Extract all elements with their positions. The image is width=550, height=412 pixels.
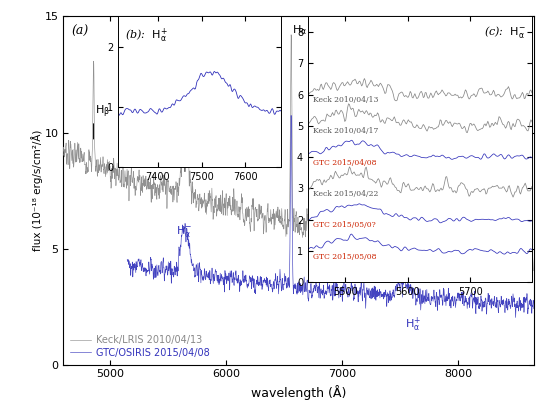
- Legend: Keck/LRIS 2010/04/13, GTC/OSIRIS 2015/04/08: Keck/LRIS 2010/04/13, GTC/OSIRIS 2015/04…: [68, 333, 212, 360]
- Text: (b):  $\rm H_{\alpha}^{+}$: (b): $\rm H_{\alpha}^{+}$: [125, 27, 167, 45]
- Text: $\rm H_{\beta}$: $\rm H_{\beta}$: [95, 103, 109, 120]
- Keck/LRIS 2010/04/13: [500, 255, 507, 260]
- GTC/OSIRIS 2015/04/08: [499, 302, 506, 307]
- Text: Keck 2015/04/22: Keck 2015/04/22: [313, 190, 378, 198]
- Keck/LRIS 2010/04/13: [524, 274, 531, 279]
- Text: (a): (a): [72, 25, 89, 38]
- Text: (c):  $\rm H_{\alpha}^{-}$: (c): $\rm H_{\alpha}^{-}$: [484, 24, 526, 40]
- Line: Keck/LRIS 2010/04/13: Keck/LRIS 2010/04/13: [62, 35, 535, 277]
- Text: GTC 2015/05/08: GTC 2015/05/08: [313, 253, 377, 260]
- Keck/LRIS 2010/04/13: [288, 32, 294, 37]
- Keck/LRIS 2010/04/13: [332, 219, 338, 224]
- Text: $\rm H_{\alpha}$: $\rm H_{\alpha}$: [292, 23, 307, 37]
- GTC/OSIRIS 2015/04/08: [531, 301, 538, 306]
- GTC/OSIRIS 2015/04/08: [376, 290, 382, 295]
- Keck/LRIS 2010/04/13: [59, 135, 65, 140]
- Text: $\rm H_{\alpha}^{-}$: $\rm H_{\alpha}^{-}$: [186, 133, 202, 147]
- Keck/LRIS 2010/04/13: [376, 243, 382, 248]
- Y-axis label: flux (10⁻¹⁸ erg/s/cm²/Å): flux (10⁻¹⁸ erg/s/cm²/Å): [31, 130, 43, 251]
- Text: Keck 2010/04/13: Keck 2010/04/13: [313, 96, 378, 104]
- Line: GTC/OSIRIS 2015/04/08: GTC/OSIRIS 2015/04/08: [127, 115, 535, 318]
- Text: Keck 2010/04/17: Keck 2010/04/17: [313, 127, 378, 136]
- GTC/OSIRIS 2015/04/08: [331, 287, 338, 292]
- Text: $\rm H_{\alpha}^{-}$: $\rm H_{\alpha}^{-}$: [176, 224, 192, 239]
- Text: GTC 2015/04/08: GTC 2015/04/08: [313, 159, 377, 167]
- Text: $\rm H_{\alpha}^{+}$: $\rm H_{\alpha}^{+}$: [405, 316, 421, 335]
- Keck/LRIS 2010/04/13: [89, 150, 96, 155]
- GTC/OSIRIS 2015/04/08: [516, 304, 523, 309]
- Keck/LRIS 2010/04/13: [516, 251, 523, 256]
- Keck/LRIS 2010/04/13: [531, 262, 538, 267]
- GTC/OSIRIS 2015/04/08: [475, 303, 482, 308]
- X-axis label: wavelength (Å): wavelength (Å): [251, 385, 346, 400]
- Keck/LRIS 2010/04/13: [475, 235, 482, 240]
- Text: GTC 2015/05/0?: GTC 2015/05/0?: [313, 221, 376, 229]
